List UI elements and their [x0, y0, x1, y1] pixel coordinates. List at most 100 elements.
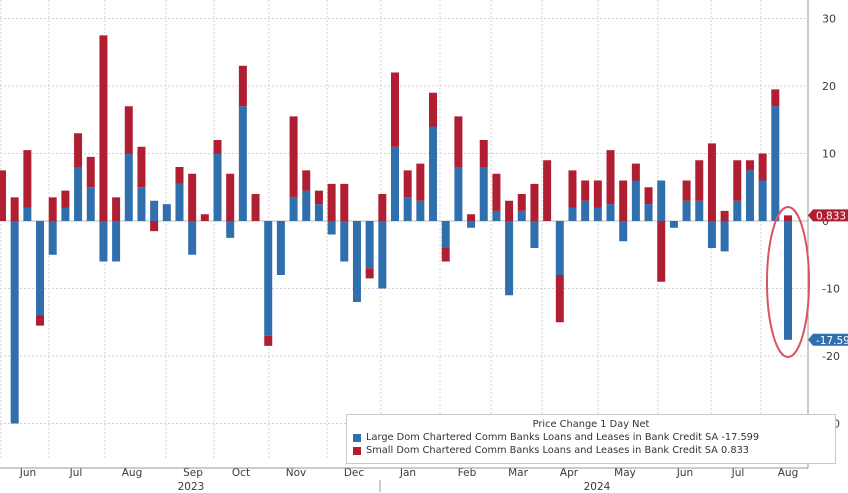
legend-swatch-small — [353, 447, 361, 455]
bar-large — [61, 208, 69, 222]
bar-small — [0, 170, 6, 221]
bar-large — [378, 221, 386, 289]
bar-large — [480, 167, 488, 221]
bar-small — [492, 174, 500, 211]
bar-small — [505, 201, 513, 221]
bar-small — [480, 140, 488, 167]
bar-small — [683, 181, 691, 201]
y-tick-label: 30 — [822, 13, 836, 26]
bar-large — [328, 221, 336, 235]
bar-small — [214, 140, 222, 154]
x-tick-label: Apr — [560, 467, 579, 479]
bar-small — [226, 174, 234, 221]
bar-small — [619, 181, 627, 222]
bar-large — [315, 204, 323, 221]
x-tick-label: May — [614, 467, 636, 479]
bar-large — [683, 201, 691, 221]
bar-large — [416, 201, 424, 221]
y-tick-label: 10 — [822, 148, 836, 161]
bar-small — [175, 167, 183, 184]
bar-small — [112, 197, 120, 221]
bar-large — [467, 221, 475, 228]
bar-small — [429, 93, 437, 127]
bar-small — [556, 275, 564, 322]
bar-small — [150, 221, 158, 231]
bar-small — [632, 164, 640, 181]
small-last-value-tag: 0.833 — [808, 209, 848, 222]
bar-small — [87, 157, 95, 187]
bar-small — [74, 133, 82, 167]
bar-small — [290, 116, 298, 197]
bar-large — [214, 154, 222, 222]
bar-large — [277, 221, 285, 275]
x-tick-label: Jun — [19, 467, 36, 479]
bar-small — [607, 150, 615, 204]
bar-large — [771, 106, 779, 221]
gridlines — [0, 0, 808, 460]
bar-large — [670, 221, 678, 228]
bar-large — [530, 221, 538, 248]
bar-small — [11, 197, 19, 221]
bar-small — [746, 160, 754, 170]
bar-small — [188, 174, 196, 221]
bar-large — [226, 221, 234, 238]
x-tick-label: Mar — [508, 467, 528, 479]
bar-small — [784, 215, 792, 221]
bar-large — [492, 211, 500, 221]
bar-large — [99, 221, 107, 262]
bar-large — [49, 221, 57, 255]
legend-item-small: Small Dom Chartered Comm Banks Loans and… — [353, 445, 835, 456]
x-tick-label: Nov — [286, 467, 307, 479]
bar-large — [112, 221, 120, 262]
bar-small — [378, 194, 386, 221]
bar-large — [239, 106, 247, 221]
x-tick-label: Aug — [778, 467, 799, 479]
bar-large — [11, 221, 19, 424]
bar-large — [746, 170, 754, 221]
y-tick-label: 20 — [822, 80, 836, 93]
bar-large — [150, 201, 158, 221]
bar-small — [328, 184, 336, 221]
bar-large — [188, 221, 196, 255]
bar-large — [657, 181, 665, 222]
bar-small — [759, 154, 767, 181]
bar-large — [645, 204, 653, 221]
bar-large — [581, 201, 589, 221]
x-tick-label: Sep — [183, 467, 203, 479]
x-tick-label: Jun — [676, 467, 693, 479]
legend-label-large: Large Dom Chartered Comm Banks Loans and… — [366, 432, 759, 443]
bar-large — [607, 204, 615, 221]
legend: Price Change 1 Day Net Large Dom Charter… — [346, 414, 836, 464]
bar-small — [315, 191, 323, 205]
legend-label-small: Small Dom Chartered Comm Banks Loans and… — [366, 445, 749, 456]
bar-large — [708, 221, 716, 248]
bar-large — [36, 221, 44, 316]
large-last-value-tag: -17.599 — [808, 334, 848, 347]
bar-large — [391, 147, 399, 221]
bar-large — [568, 208, 576, 222]
bar-small — [416, 164, 424, 201]
bar-small — [340, 184, 348, 221]
bar-large — [695, 201, 703, 221]
bar-small — [568, 170, 576, 207]
bar-small — [61, 191, 69, 208]
bar-large — [404, 197, 412, 221]
bar-large — [632, 181, 640, 222]
y-tick-label: -20 — [822, 350, 840, 363]
bar-large — [175, 184, 183, 221]
bar-large — [87, 187, 95, 221]
bar-large — [74, 167, 82, 221]
bar-small — [137, 147, 145, 188]
legend-item-large: Large Dom Chartered Comm Banks Loans and… — [353, 432, 835, 443]
bar-large — [264, 221, 272, 336]
bar-large — [759, 181, 767, 222]
bar-small — [391, 73, 399, 147]
x-tick-label: Dec — [344, 467, 365, 479]
bar-large — [23, 208, 31, 222]
bar-large — [505, 221, 513, 295]
bar-large — [366, 221, 374, 268]
x-year-label: 2023 — [178, 481, 205, 493]
bar-large — [518, 211, 526, 221]
bar-large — [353, 221, 361, 302]
bar-large — [594, 208, 602, 222]
